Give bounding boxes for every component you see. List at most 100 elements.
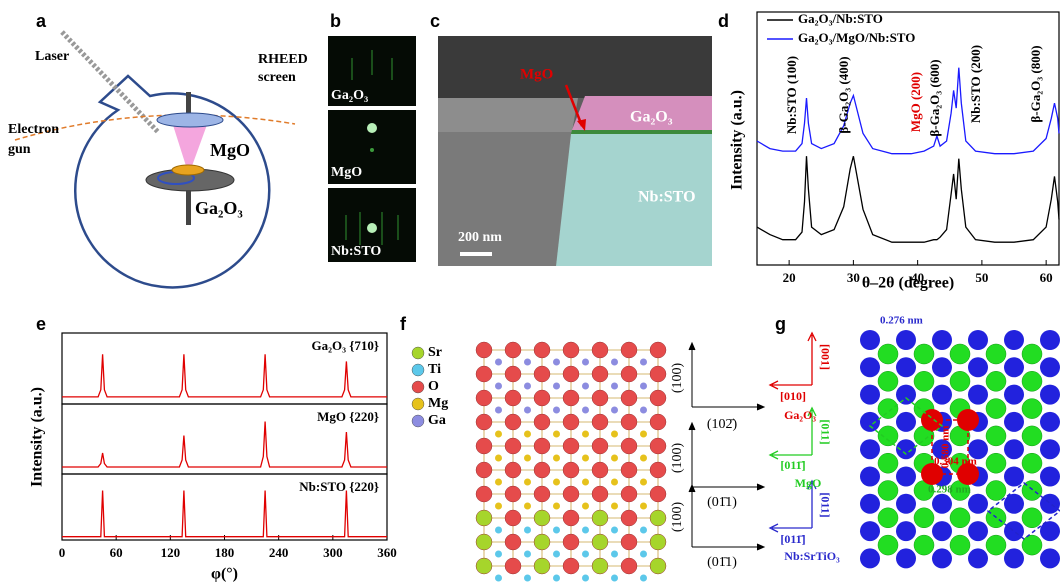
atom — [650, 366, 666, 382]
atom — [534, 510, 550, 526]
peak-label: Nb:STO (100) — [784, 56, 799, 134]
atom — [860, 439, 880, 459]
atom — [553, 503, 560, 510]
atom — [495, 383, 502, 390]
axis-label: [011] — [818, 492, 832, 517]
x-tick-label: 60 — [1040, 270, 1053, 285]
panel-letter: d — [718, 11, 729, 31]
atom — [621, 414, 637, 430]
label: Ga₂O₃ — [195, 198, 243, 218]
atom — [1040, 330, 1060, 350]
substrate-left — [438, 132, 572, 266]
atom — [932, 494, 952, 514]
legend-label: Sr — [428, 345, 442, 360]
atom — [1004, 412, 1024, 432]
atom — [611, 479, 618, 486]
axis-label: [011̄] — [780, 532, 805, 546]
atom — [553, 407, 560, 414]
atom — [582, 359, 589, 366]
series-line — [757, 156, 1059, 242]
atom — [524, 407, 531, 414]
distance: 0.298 nm — [928, 484, 971, 496]
distance: 0.276 nm — [880, 315, 923, 327]
atom — [553, 551, 560, 558]
atom — [1040, 385, 1060, 405]
legend-swatch — [412, 381, 424, 393]
atom — [878, 371, 898, 391]
x-tick-label: 0 — [59, 545, 66, 560]
atom — [896, 548, 916, 568]
x-tick-label: 20 — [783, 270, 796, 285]
atom — [476, 462, 492, 478]
atom — [476, 414, 492, 430]
atom — [582, 383, 589, 390]
panel-c: c MgO Ga₂O₃ Nb:STO 200 nm — [430, 11, 712, 266]
atom — [611, 503, 618, 510]
atom — [476, 558, 492, 574]
atom — [582, 527, 589, 534]
axes-diagrams — [770, 333, 816, 532]
atom — [640, 575, 647, 582]
atom — [495, 479, 502, 486]
spot — [370, 148, 374, 152]
plot-label: MgO {220} — [317, 409, 379, 424]
atom — [932, 385, 952, 405]
atom — [563, 534, 579, 550]
atom — [650, 342, 666, 358]
peak-label: β-Ga₂O₃ (400) — [836, 56, 851, 133]
atom — [650, 438, 666, 454]
atom — [534, 342, 550, 358]
atom — [621, 342, 637, 358]
atom — [621, 438, 637, 454]
peak-label: Nb:STO (200) — [968, 45, 983, 123]
atom — [878, 481, 898, 501]
legend-swatch — [412, 398, 424, 410]
atom — [495, 455, 502, 462]
atom — [860, 385, 880, 405]
x-tick-label: 300 — [323, 545, 343, 560]
atom — [860, 521, 880, 541]
atom — [968, 385, 988, 405]
atom — [495, 407, 502, 414]
atom — [563, 438, 579, 454]
atom — [592, 462, 608, 478]
atom — [896, 385, 916, 405]
atom — [505, 342, 521, 358]
axis-label: [010] — [780, 389, 806, 403]
label: Laser — [35, 49, 69, 64]
scale-bar — [460, 252, 492, 256]
atom — [878, 453, 898, 473]
axis-label: [011̄] — [780, 458, 805, 472]
atom — [582, 575, 589, 582]
legend-label: Ga₂O₃/Nb:STO — [798, 11, 883, 26]
atom — [932, 330, 952, 350]
y-axis-label: Intensity (a.u.) — [29, 387, 46, 487]
atom — [476, 534, 492, 550]
atom — [505, 390, 521, 406]
atom — [860, 330, 880, 350]
atom — [640, 527, 647, 534]
atom — [611, 527, 618, 534]
atom — [932, 357, 952, 377]
atom — [932, 521, 952, 541]
atom — [986, 399, 1006, 419]
atom — [505, 534, 521, 550]
x-tick-label: 240 — [269, 545, 289, 560]
peak-label: β-Ga₂O₃ (600) — [927, 59, 942, 136]
label: Nb:SrTiO₃ — [784, 549, 840, 563]
atom — [950, 344, 970, 364]
atom — [640, 359, 647, 366]
legend-label: Ga — [428, 413, 446, 428]
series-line — [62, 422, 387, 468]
atom — [505, 366, 521, 382]
atom — [878, 426, 898, 446]
atom — [582, 431, 589, 438]
peak-label: MgO (200) — [908, 72, 923, 132]
atom — [592, 414, 608, 430]
atom — [986, 426, 1006, 446]
atom — [1022, 371, 1042, 391]
atom — [878, 535, 898, 555]
legend-swatch — [412, 415, 424, 427]
atom — [553, 479, 560, 486]
atom — [1040, 357, 1060, 377]
